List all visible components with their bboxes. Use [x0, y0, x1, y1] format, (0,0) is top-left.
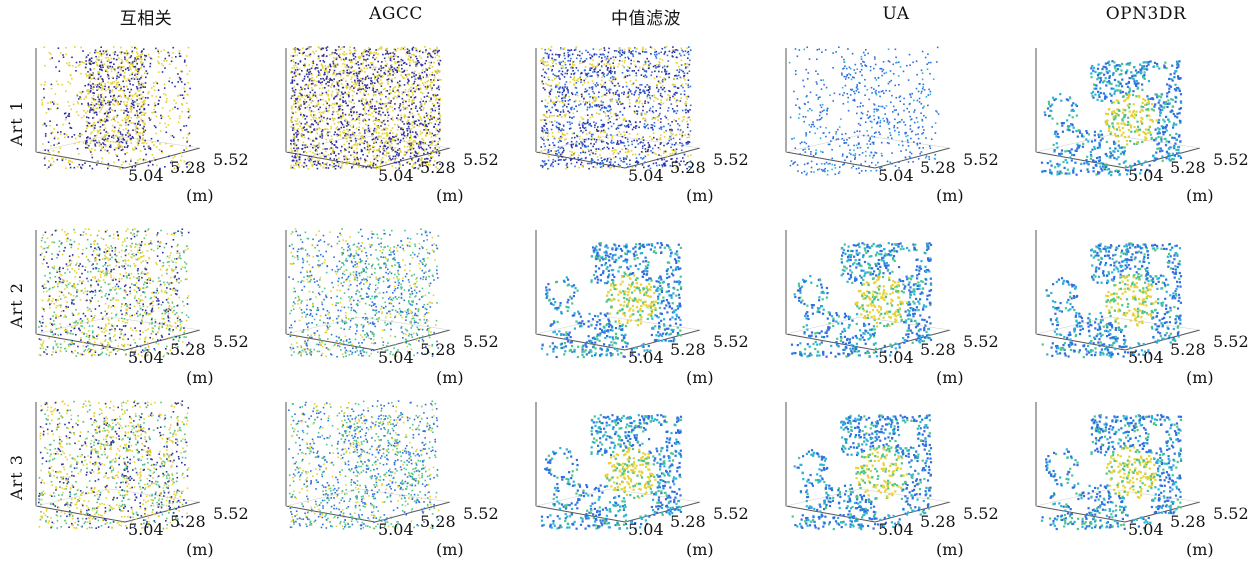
point-cloud	[290, 46, 441, 170]
axis-tick-label: 5.52	[463, 150, 499, 169]
axis-unit-label: (m)	[436, 368, 464, 387]
axis-unit-label: (m)	[686, 368, 714, 387]
point-cloud-panel: 5.04 5.28 5.52 (m)	[30, 222, 270, 410]
axis-tick-label: 5.28	[920, 158, 956, 177]
axis-tick-label: 5.28	[420, 340, 456, 359]
axis-tick-label: 5.04	[378, 520, 414, 539]
axis-line	[1110, 135, 1200, 148]
axis-tick-label: 5.04	[1128, 348, 1164, 367]
column-title: 中值滤波	[546, 4, 746, 29]
axis-tick-label: 5.52	[713, 150, 749, 169]
axis-line	[536, 506, 625, 522]
axis-tick-label: 5.28	[420, 512, 456, 531]
axis-line	[860, 135, 950, 148]
point-cloud-panel: 5.04 5.28 5.52 (m)	[530, 222, 770, 410]
axis-tick-label: 5.52	[713, 504, 749, 523]
axis-line	[36, 317, 110, 334]
axis-tick-label: 5.04	[128, 520, 164, 539]
axis-tick-label: 5.28	[920, 340, 956, 359]
axis-tick-label: 5.28	[170, 340, 206, 359]
axis-line	[110, 489, 200, 502]
axis-tick-label: 5.28	[1170, 340, 1206, 359]
axis-unit-label: (m)	[686, 186, 714, 205]
column-title: 互相关	[46, 4, 246, 29]
axis-line	[610, 317, 700, 330]
point-cloud-panel: 5.04 5.28 5.52 (m)	[280, 40, 520, 228]
axis-tick-label: 5.04	[378, 348, 414, 367]
row-label: Art 1	[7, 63, 29, 183]
axis-tick-label: 5.28	[670, 158, 706, 177]
row-label: Art 3	[7, 417, 29, 537]
column-title: AGCC	[296, 4, 496, 24]
axis-tick-label: 5.04	[1128, 166, 1164, 185]
axis-tick-label: 5.04	[128, 348, 164, 367]
axis-unit-label: (m)	[186, 540, 214, 559]
point-cloud	[1041, 414, 1182, 530]
axis-tick-label: 5.52	[963, 150, 999, 169]
point-cloud-panel: 5.04 5.28 5.52 (m)	[1030, 394, 1258, 582]
axis-tick-label: 5.04	[1128, 520, 1164, 539]
point-cloud	[541, 242, 682, 358]
axis-unit-label: (m)	[186, 368, 214, 387]
axis-tick-label: 5.28	[1170, 158, 1206, 177]
point-cloud-panel: 5.04 5.28 5.52 (m)	[280, 222, 520, 410]
point-cloud-panel: 5.04 5.28 5.52 (m)	[30, 394, 270, 582]
axis-tick-label: 5.52	[963, 332, 999, 351]
point-cloud	[540, 46, 692, 170]
axis-unit-label: (m)	[936, 540, 964, 559]
axis-unit-label: (m)	[686, 540, 714, 559]
axis-tick-label: 5.28	[420, 158, 456, 177]
axis-unit-label: (m)	[1186, 186, 1214, 205]
axis-tick-label: 5.04	[878, 520, 914, 539]
axis-tick-label: 5.04	[628, 166, 664, 185]
point-cloud-panel: 5.04 5.28 5.52 (m)	[530, 40, 770, 228]
point-cloud	[41, 46, 191, 169]
axis-tick-label: 5.52	[1213, 150, 1249, 169]
axis-tick-label: 5.04	[628, 348, 664, 367]
axis-tick-label: 5.52	[1213, 332, 1249, 351]
axis-tick-label: 5.28	[170, 158, 206, 177]
point-cloud	[541, 414, 682, 530]
axis-unit-label: (m)	[1186, 540, 1214, 559]
axis-line	[36, 152, 125, 168]
axis-tick-label: 5.04	[378, 166, 414, 185]
axis-unit-label: (m)	[1186, 368, 1214, 387]
axis-tick-label: 5.52	[1213, 504, 1249, 523]
axis-tick-label: 5.52	[213, 504, 249, 523]
axis-tick-label: 5.28	[670, 340, 706, 359]
axis-tick-label: 5.04	[878, 348, 914, 367]
axis-tick-label: 5.52	[213, 332, 249, 351]
point-cloud-panel: 5.04 5.28 5.52 (m)	[30, 40, 270, 228]
point-cloud-panel: 5.04 5.28 5.52 (m)	[780, 222, 1020, 410]
axis-tick-label: 5.52	[213, 150, 249, 169]
axis-tick-label: 5.52	[463, 332, 499, 351]
axis-unit-label: (m)	[936, 186, 964, 205]
point-cloud-panel: 5.04 5.28 5.52 (m)	[780, 394, 1020, 582]
axis-tick-label: 5.28	[920, 512, 956, 531]
axis-unit-label: (m)	[186, 186, 214, 205]
axis-line	[286, 317, 360, 334]
axis-tick-label: 5.28	[1170, 512, 1206, 531]
point-cloud-panel: 5.04 5.28 5.52 (m)	[530, 394, 770, 582]
axis-tick-label: 5.28	[670, 512, 706, 531]
point-cloud-panel: 5.04 5.28 5.52 (m)	[780, 40, 1020, 228]
column-title: OPN3DR	[1046, 4, 1246, 24]
axis-tick-label: 5.04	[128, 166, 164, 185]
axis-tick-label: 5.28	[170, 512, 206, 531]
axis-tick-label: 5.04	[878, 166, 914, 185]
axis-tick-label: 5.52	[963, 504, 999, 523]
axis-unit-label: (m)	[436, 186, 464, 205]
axis-unit-label: (m)	[936, 368, 964, 387]
axis-tick-label: 5.52	[713, 332, 749, 351]
axis-tick-label: 5.04	[628, 520, 664, 539]
column-title: UA	[796, 4, 996, 24]
row-label: Art 2	[7, 245, 29, 365]
axis-unit-label: (m)	[436, 540, 464, 559]
point-cloud-panel: 5.04 5.28 5.52 (m)	[1030, 222, 1258, 410]
point-cloud-panel: 5.04 5.28 5.52 (m)	[280, 394, 520, 582]
axis-tick-label: 5.52	[463, 504, 499, 523]
point-cloud-panel: 5.04 5.28 5.52 (m)	[1030, 40, 1258, 228]
